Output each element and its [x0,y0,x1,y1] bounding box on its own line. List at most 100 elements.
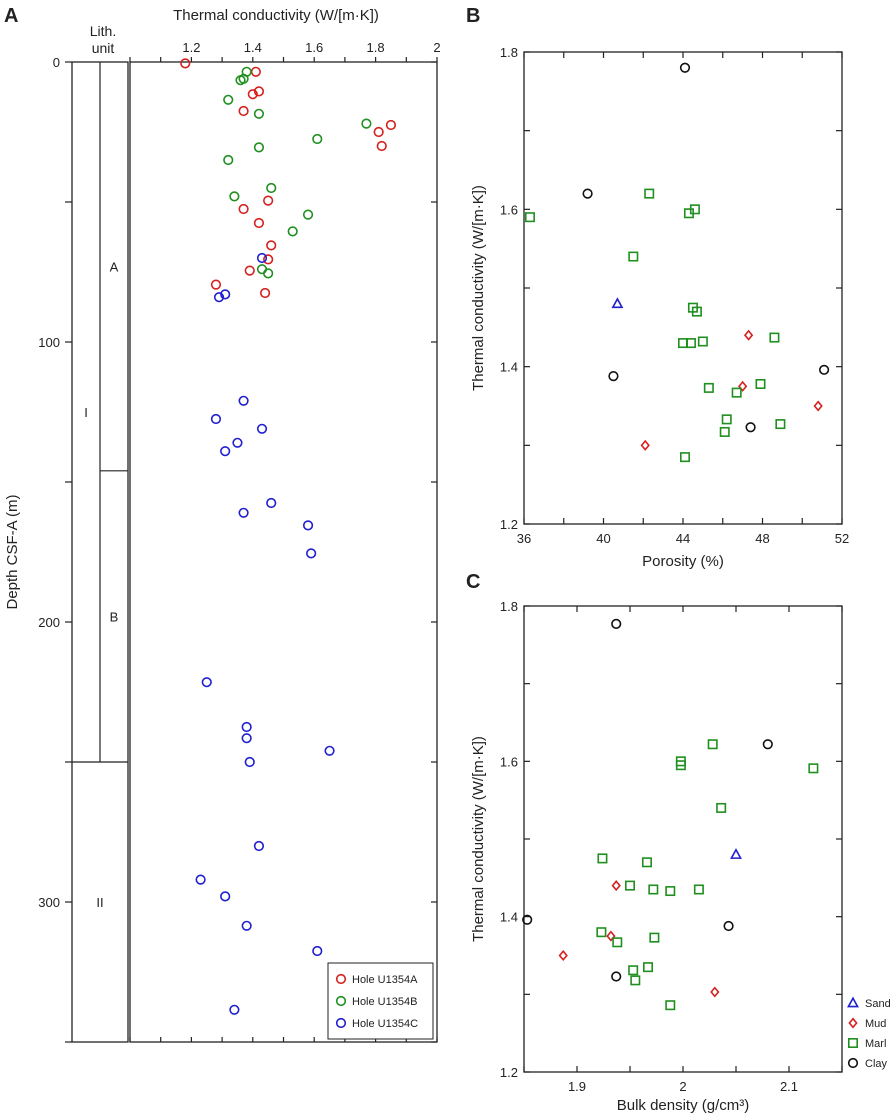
data-point-marl [769,332,780,343]
data-point-marl [693,884,704,895]
y-tick-label: 200 [38,615,60,630]
data-point-hole-c [213,292,225,303]
data-point-marl [755,378,766,389]
legend-label: Marl [865,1038,886,1050]
data-point-hole-a [263,195,274,206]
data-point-hole-c [232,437,243,448]
data-point-mud [606,930,616,942]
data-point-marl [612,937,623,948]
x-tick-label: 48 [755,531,769,546]
data-point-hole-a [238,203,249,215]
data-point-mud [611,880,621,892]
data-point-marl [648,884,659,895]
data-point-marl [644,188,655,199]
data-point-marl [630,975,641,986]
data-point-hole-c [220,446,231,457]
x-tick-label: 36 [517,531,531,546]
data-point-marl [703,382,714,393]
plot-frame [523,605,843,1073]
data-point-hole-c [306,548,317,559]
data-point-marl [731,387,742,398]
data-point-hole-c [195,874,206,885]
data-point-mud [737,380,748,392]
legend-label: Mud [865,1018,886,1030]
y-tick-label: 1.8 [500,599,518,614]
y-tick-label: 1.6 [500,754,518,769]
x-tick-label: 1.4 [244,40,262,55]
data-point-clay [679,62,691,73]
data-point-mud [813,400,823,412]
data-point-sand [730,848,742,859]
data-point-hole-b [312,133,323,145]
data-point-marl [707,739,718,750]
data-point-marl [596,927,607,938]
data-point-marl [683,208,694,219]
data-point-hole-a [210,279,222,290]
data-point-marl [719,426,730,437]
data-point-marl [628,965,639,976]
y-tick-label: 300 [38,895,60,910]
data-point-marl [675,760,686,771]
data-point-marl [665,886,676,897]
data-point-clay [582,188,593,199]
data-point-marl [685,338,696,349]
legend-marker [335,995,347,1007]
data-point-marl [624,880,635,891]
panel-label-a: A [4,5,18,27]
data-point-hole-b [253,142,265,153]
data-point-marl [775,419,786,430]
data-point-hole-a [385,119,397,131]
data-point-hole-c [256,252,268,264]
lith-unit-label: II [96,895,103,910]
data-point-marl [628,251,639,262]
panel-b-porosity-plot: 36 40 44 48 52 1.2 1.4 1.6 1.8 Porosity (%) Therma… [470,45,849,570]
data-point-marl [665,1000,676,1011]
x-axis-title: Thermal conductivity (W/[m·K]) [173,7,379,24]
x-tick-label: 2 [679,1079,686,1094]
lith-header-line2: unit [92,40,115,56]
data-point-clay [611,971,622,982]
data-point-hole-c [324,745,335,756]
data-point-mud [640,439,650,451]
data-point-mud [710,986,720,998]
x-axis-title: Bulk density (g/cm³) [617,1097,750,1114]
legend-marker [335,973,347,985]
data-point-hole-c [241,920,252,931]
data-point-marl [649,932,660,943]
data-point-mud [743,329,754,341]
data-point-hole-c [238,507,249,518]
data-point-marl [808,763,819,774]
data-point-hole-a [244,265,255,276]
legend-marker [847,1057,859,1069]
lith-subunit-label: B [110,609,119,624]
data-point-hole-a [238,105,249,117]
data-point-sand [611,297,624,309]
lith-subunit-label: A [110,259,119,274]
data-point-hole-b [287,226,298,237]
data-point-clay [819,364,830,375]
data-point-marl [697,336,708,347]
y-tick-label: 1.2 [500,1065,518,1080]
x-tick-label: 44 [676,531,690,546]
data-point-hole-b [266,182,277,194]
data-point-hole-b [256,264,268,275]
x-tick-label: 1.6 [305,40,323,55]
data-point-clay [611,618,622,629]
data-point-hole-b [302,209,314,220]
y-tick-label: 1.2 [500,517,518,532]
data-point-hole-a [253,86,265,97]
data-point-hole-a [266,240,277,251]
data-point-marl [677,338,688,349]
data-point-marl [597,853,608,864]
data-point-marl [641,857,652,868]
data-point-marl [721,414,732,425]
data-point-hole-c [244,756,255,768]
data-point-hole-c [238,395,249,406]
data-point-marl [524,212,535,223]
data-point-hole-c [253,840,265,852]
data-point-hole-a [373,126,384,138]
legend-label: Hole U1354C [352,1018,418,1030]
data-point-hole-c [210,413,222,425]
data-point-clay [522,914,533,925]
